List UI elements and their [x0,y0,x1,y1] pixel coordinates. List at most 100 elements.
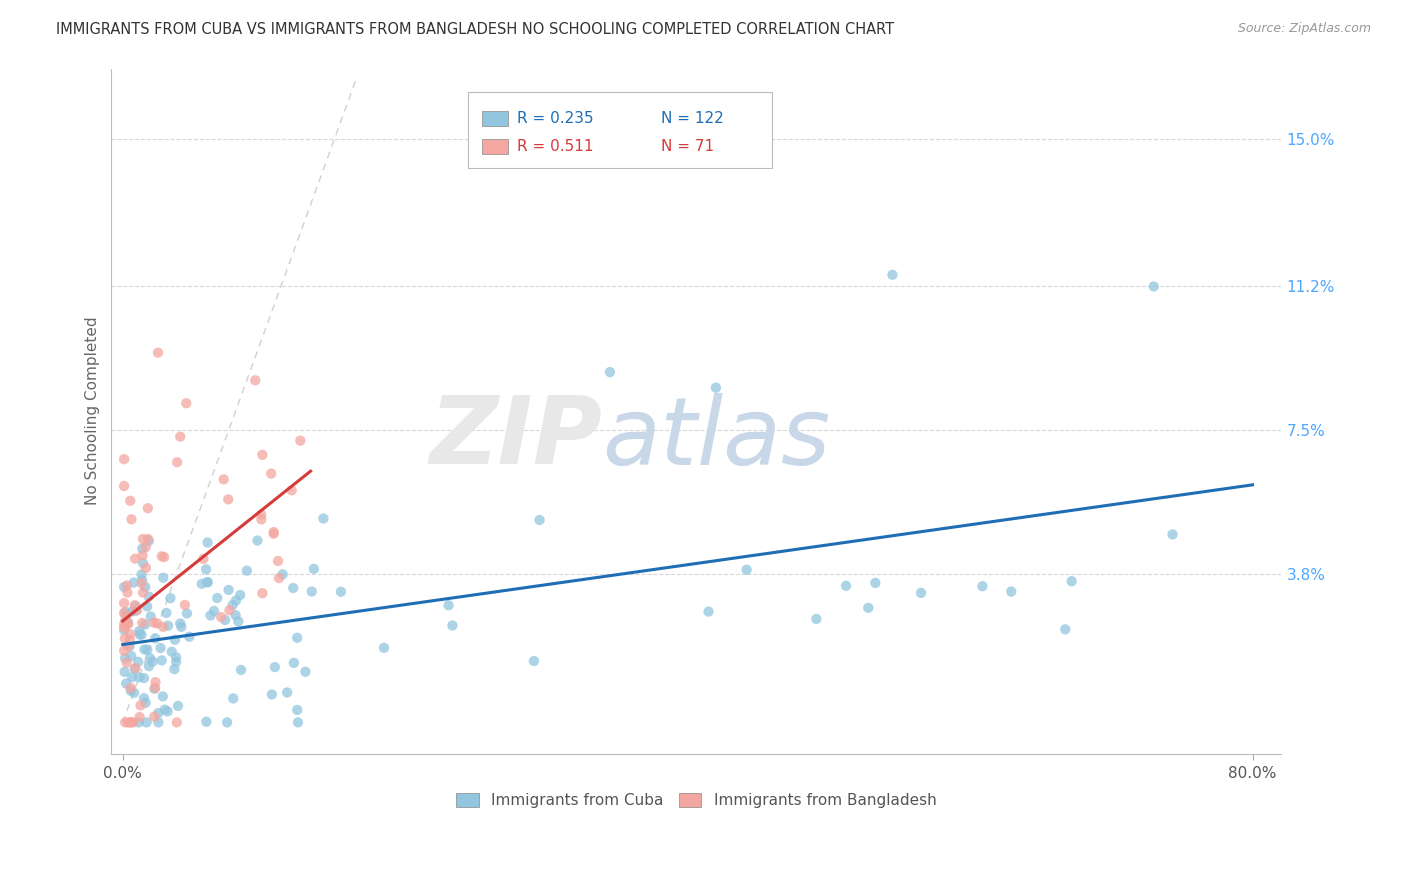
Point [148,715,170,730]
Point [128,624,150,639]
Point [271,567,294,582]
Point [134,617,156,632]
Point [167,698,190,713]
Legend: Immigrants from Cuba, Immigrants from Bangladesh: Immigrants from Cuba, Immigrants from Ba… [450,787,942,814]
Bar [482,139,508,154]
Point [131,576,153,591]
Point [114,609,136,624]
Point [155,606,177,620]
Point [146,616,169,631]
Point [212,472,235,486]
Point [143,681,166,696]
Point [221,598,243,612]
Point [252,448,274,462]
Point [217,715,239,730]
Point [128,710,150,724]
Point [125,599,148,614]
Point [115,578,138,592]
Point [267,554,290,568]
Point [112,596,135,610]
Point [523,654,546,668]
Point [245,373,267,387]
Text: IMMIGRANTS FROM CUBA VS IMMIGRANTS FROM BANGLADESH NO SCHOOLING COMPLETED CORREL: IMMIGRANTS FROM CUBA VS IMMIGRANTS FROM … [56,22,894,37]
Point [910,586,932,600]
Point [218,582,240,597]
Point [174,396,197,410]
Point [165,650,187,665]
Point [437,599,460,613]
Point [122,575,145,590]
Point [302,562,325,576]
Point [115,656,138,670]
Point [112,623,135,637]
Point [294,665,316,679]
Point [166,455,188,469]
Point [312,511,335,525]
Point [697,605,720,619]
Text: atlas: atlas [603,392,831,484]
Text: Source: ZipAtlas.com: Source: ZipAtlas.com [1237,22,1371,36]
Point [229,663,252,677]
Point [120,648,142,663]
Point [121,604,143,618]
Point [218,603,240,617]
Point [260,467,283,481]
Point [1161,527,1184,541]
Point [117,616,139,631]
Point [136,599,159,614]
Point [179,630,201,644]
Point [226,615,249,629]
Point [263,526,285,541]
Point [112,580,135,594]
Point [170,620,193,634]
Point [143,632,166,646]
Point [118,639,141,653]
Point [124,662,146,676]
Point [373,640,395,655]
Point [285,631,308,645]
Point [264,660,287,674]
Text: N = 71: N = 71 [661,139,714,154]
Point [128,627,150,641]
Y-axis label: No Schooling Completed: No Schooling Completed [86,317,100,506]
Point [122,686,145,700]
Point [135,561,157,575]
Point [139,609,162,624]
Point [114,615,136,629]
Point [152,690,174,704]
Point [1060,574,1083,589]
Point [136,532,159,546]
Point [132,691,155,706]
Point [246,533,269,548]
Point [283,581,305,595]
Point [735,563,758,577]
Point [124,551,146,566]
Point [166,715,188,730]
Point [329,584,352,599]
Point [149,640,172,655]
Point [157,618,180,632]
Point [139,651,162,665]
Point [165,655,187,669]
Point [153,703,176,717]
Point [152,571,174,585]
Point [252,586,274,600]
Point [146,345,169,359]
Point [858,600,880,615]
Point [118,632,141,647]
Point [250,508,273,522]
Point [112,479,135,493]
Point [163,632,186,647]
Point [142,655,165,669]
Point [132,556,155,570]
Point [195,714,218,729]
Point [120,683,142,698]
Point [117,585,139,599]
Point [143,709,166,723]
Point [197,575,219,590]
Point [152,620,174,634]
Point [117,715,139,730]
Point [138,590,160,604]
Point [280,483,302,498]
Point [131,567,153,582]
